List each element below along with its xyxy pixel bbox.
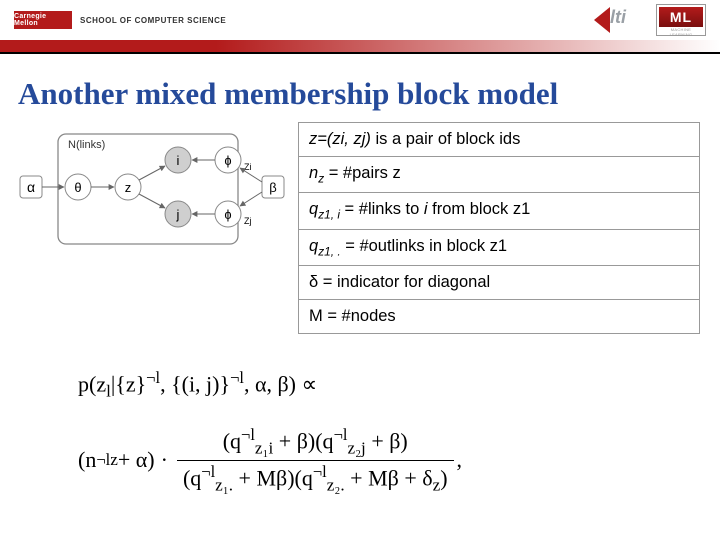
m1f: ¬l xyxy=(230,368,244,387)
cmu-block: Carnegie Mellon SCHOOL OF COMPUTER SCIEN… xyxy=(14,11,226,29)
lti-text: lti xyxy=(610,7,626,28)
fd7: + Mβ + δ xyxy=(345,465,433,490)
def-q1-base: q xyxy=(309,200,318,218)
m2paren-r: ) xyxy=(147,447,154,473)
def-nz-rhs: = #pairs z xyxy=(324,164,401,182)
fd3: z₁. xyxy=(215,476,233,495)
plate-diagram: N(links) α θ z i j ɸ Zi ɸ Zj β xyxy=(18,128,288,298)
m2paren-l: ( xyxy=(78,447,85,473)
m2dot: · xyxy=(161,447,168,473)
frac-num: (q¬lz₁i + β)(q¬lz₂j + β) xyxy=(217,424,414,460)
node-theta: θ xyxy=(74,180,81,195)
math-line-1: p(zl|{z}¬l, {(i, j)}¬l, α, β) ∝ xyxy=(78,368,462,402)
def-z-rhs: is a pair of block ids xyxy=(371,130,520,148)
fd9: ) xyxy=(440,465,447,490)
node-beta: β xyxy=(269,180,276,195)
def-q1-rhs-c: from block z1 xyxy=(428,200,531,218)
node-phi-zi: ɸ xyxy=(224,153,231,168)
fn6: z₂j xyxy=(347,438,365,457)
def-q2-base: q xyxy=(309,237,318,255)
m1e: , {(i, j)} xyxy=(160,371,230,396)
m1d: ¬l xyxy=(146,368,160,387)
table-row: nz = #pairs z xyxy=(299,157,700,193)
def-q2-rhs: = #outlinks in block z1 xyxy=(341,237,507,255)
def-q1-sub: z1, i xyxy=(318,208,340,222)
fn1: (q xyxy=(223,428,241,453)
node-alpha: α xyxy=(27,179,35,195)
math-area: p(zl|{z}¬l, {(i, j)}¬l, α, β) ∝ (n¬lz + … xyxy=(78,368,462,497)
def-q1-rhs-a: = #links to xyxy=(340,200,424,218)
m2d: + α xyxy=(118,447,147,473)
slide-title: Another mixed membership block model xyxy=(18,76,558,111)
lti-triangle-icon xyxy=(594,7,610,33)
fd2: ¬l xyxy=(201,462,215,481)
def-delta: δ = indicator for diagonal xyxy=(299,265,700,299)
table-row: δ = indicator for diagonal xyxy=(299,265,700,299)
m2trail: , xyxy=(457,447,463,473)
fn3: z₁i xyxy=(255,438,273,457)
table-row: M = #nodes xyxy=(299,299,700,333)
header-right-logos: lti ML MACHINE LEARNING xyxy=(594,4,706,36)
def-nz-base: n xyxy=(309,164,318,182)
node-phi-zj-sub: Zj xyxy=(244,216,252,226)
fn7: + β) xyxy=(366,428,408,453)
m1g: , α, β) ∝ xyxy=(244,371,317,396)
fd5: ¬l xyxy=(313,462,327,481)
lti-logo: lti xyxy=(594,5,646,35)
node-z: z xyxy=(125,180,132,195)
slide-title-wrap: Another mixed membership block model xyxy=(18,76,702,112)
fn2: ¬l xyxy=(241,425,255,444)
m2b: ¬l xyxy=(96,450,110,470)
nlinks-label: N(links) xyxy=(68,139,105,151)
node-phi-zi-sub: Zi xyxy=(244,162,252,172)
fd6: z₂. xyxy=(327,476,345,495)
ml-logo: ML MACHINE LEARNING xyxy=(656,4,706,36)
node-i: i xyxy=(177,153,180,168)
m1a: p(z xyxy=(78,371,106,396)
fn5: ¬l xyxy=(334,425,348,444)
fd1: (q xyxy=(183,465,201,490)
table-row: qz1, . = #outlinks in block z1 xyxy=(299,229,700,265)
fn4: + β)(q xyxy=(273,428,333,453)
def-q2-sub: z1, . xyxy=(318,244,340,258)
math-line-2: (n¬lz + α) · (q¬lz₁i + β)(q¬lz₂j + β) (q… xyxy=(78,424,462,497)
header-inner: Carnegie Mellon SCHOOL OF COMPUTER SCIEN… xyxy=(0,0,720,40)
fd4: + Mβ)(q xyxy=(233,465,313,490)
frac-den: (q¬lz₁. + Mβ)(q¬lz₂. + Mβ + δz) xyxy=(177,461,454,497)
slide-header: Carnegie Mellon SCHOOL OF COMPUTER SCIEN… xyxy=(0,0,720,54)
ml-logo-subtext: MACHINE LEARNING xyxy=(659,27,703,34)
m1c: |{z} xyxy=(111,371,146,396)
cmu-wordmark-logo: Carnegie Mellon xyxy=(14,11,72,29)
ml-logo-text: ML xyxy=(659,7,703,27)
table-row: z=(zi, zj) is a pair of block ids xyxy=(299,123,700,157)
m2a: n xyxy=(85,447,96,473)
school-name: SCHOOL OF COMPUTER SCIENCE xyxy=(80,16,226,25)
definition-table: z=(zi, zj) is a pair of block ids nz = #… xyxy=(298,122,700,334)
node-phi-zj: ɸ xyxy=(224,207,231,222)
header-red-band xyxy=(0,40,720,52)
math-fraction: (q¬lz₁i + β)(q¬lz₂j + β) (q¬lz₁. + Mβ)(q… xyxy=(177,424,454,497)
table-row: qz1, i = #links to i from block z1 xyxy=(299,193,700,229)
m2c: z xyxy=(110,450,118,470)
def-m: M = #nodes xyxy=(299,299,700,333)
node-j: j xyxy=(176,207,180,222)
def-z-lhs: z=(zi, zj) xyxy=(309,130,371,148)
